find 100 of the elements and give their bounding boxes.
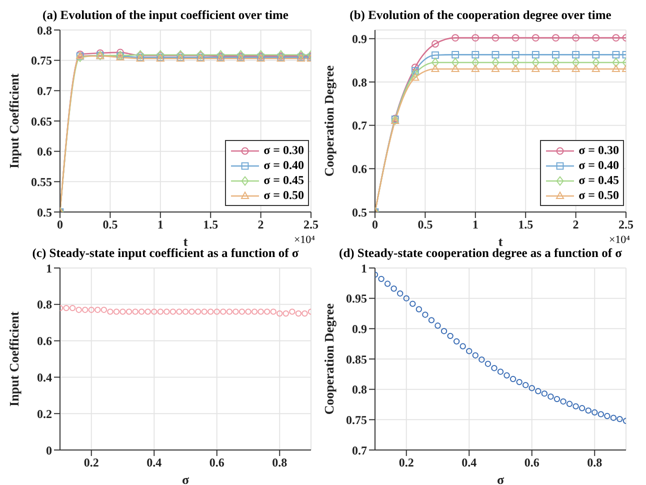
point xyxy=(612,64,620,72)
point xyxy=(535,388,542,394)
y-tick-label: 0.5 xyxy=(37,205,52,220)
legend-label: σ = 0.30 xyxy=(578,143,619,158)
point xyxy=(612,58,620,68)
point xyxy=(378,276,384,282)
y-axis-title: Input Coefficient xyxy=(6,310,22,406)
x-tick-label: 1 xyxy=(157,218,164,232)
point xyxy=(560,398,566,405)
point xyxy=(578,405,586,412)
point xyxy=(403,295,410,302)
point xyxy=(491,365,498,372)
point xyxy=(552,51,560,58)
point xyxy=(528,385,535,392)
y-tick-label: 0.6 xyxy=(352,162,367,176)
y-tick-label: 0.2 xyxy=(37,406,52,421)
point xyxy=(572,403,579,410)
chart-title: (c) Steady-state input coefficient as a function of σ xyxy=(31,246,300,262)
y-tick-label: 0.9 xyxy=(352,322,367,336)
point xyxy=(504,372,510,378)
point xyxy=(416,306,422,312)
point xyxy=(397,290,404,297)
chart-title: (d) Steady-state cooperation degree as a function of σ xyxy=(338,246,623,262)
y-tick-label: 0 xyxy=(46,443,52,458)
point xyxy=(452,58,460,68)
chart-title: (b) Evolution of the cooperation degree over time xyxy=(348,8,612,24)
y-tick-label: 0.75 xyxy=(31,54,52,68)
point xyxy=(390,286,397,292)
point xyxy=(428,317,435,324)
point xyxy=(552,34,560,42)
point xyxy=(452,34,460,42)
point xyxy=(411,67,419,74)
x-axis-title: t xyxy=(498,234,504,249)
point xyxy=(592,64,600,72)
point xyxy=(548,394,554,400)
point xyxy=(472,58,480,68)
point xyxy=(440,328,448,334)
point xyxy=(610,414,617,421)
x-tick-label: 2.5 xyxy=(618,218,634,232)
legend-label: σ = 0.50 xyxy=(578,188,619,203)
x-tick-label: 1 xyxy=(472,218,478,232)
point xyxy=(451,64,460,72)
x-axis-title: σ xyxy=(182,472,190,485)
x-tick-label: 0.2 xyxy=(398,456,414,470)
point xyxy=(532,64,540,72)
point xyxy=(384,280,391,287)
point xyxy=(612,51,620,58)
point xyxy=(612,34,620,42)
point xyxy=(466,348,472,354)
y-tick-label: 0.6 xyxy=(37,144,52,159)
x-tick-label: 0.4 xyxy=(146,456,162,470)
point xyxy=(484,360,492,367)
y-tick-label: 0.5 xyxy=(352,205,367,220)
point xyxy=(432,51,439,59)
point xyxy=(572,34,580,42)
point xyxy=(532,34,540,42)
x-tick-label: 2 xyxy=(258,218,264,232)
point xyxy=(491,64,500,72)
y-tick-label: 1 xyxy=(361,261,367,276)
point xyxy=(512,51,520,58)
x-tick-label: 1.5 xyxy=(203,218,218,232)
x-tick-label: 0 xyxy=(372,218,378,232)
point xyxy=(492,51,500,58)
text: ×10⁴ xyxy=(608,234,630,246)
point xyxy=(471,64,480,72)
point xyxy=(432,40,439,48)
legend-label: σ = 0.40 xyxy=(264,158,304,173)
point xyxy=(516,378,522,386)
x-tick-label: 0.2 xyxy=(84,456,99,470)
point xyxy=(532,58,540,68)
point xyxy=(453,338,460,345)
point xyxy=(512,34,520,42)
point xyxy=(598,411,604,418)
point xyxy=(411,68,419,78)
y-tick-label: 0.85 xyxy=(346,352,367,366)
point xyxy=(447,332,454,340)
text: ×10⁴ xyxy=(294,234,315,246)
x-tick-label: 0.6 xyxy=(524,456,540,470)
point xyxy=(411,73,420,81)
point xyxy=(472,352,478,358)
y-tick-label: 0.7 xyxy=(352,443,367,458)
x-tick-label: 0.8 xyxy=(587,456,602,470)
y-axis-title: Cooperation Degree xyxy=(322,65,337,177)
x-axis-title: t xyxy=(183,234,188,249)
legend-label: σ = 0.45 xyxy=(264,173,304,188)
point xyxy=(512,64,520,72)
y-tick-label: 0.8 xyxy=(37,298,52,312)
point xyxy=(410,300,416,307)
point xyxy=(592,34,600,42)
point xyxy=(592,58,600,68)
y-axis-title: Cooperation Degree xyxy=(322,303,337,415)
point xyxy=(510,376,516,382)
point xyxy=(552,58,560,68)
x-tick-label: 0.4 xyxy=(462,456,477,470)
point xyxy=(522,382,529,388)
legend-label: σ = 0.45 xyxy=(578,173,619,188)
legend-label: σ = 0.30 xyxy=(264,143,304,158)
point xyxy=(512,58,520,68)
point xyxy=(472,51,480,58)
y-tick-label: 0.8 xyxy=(352,75,367,90)
